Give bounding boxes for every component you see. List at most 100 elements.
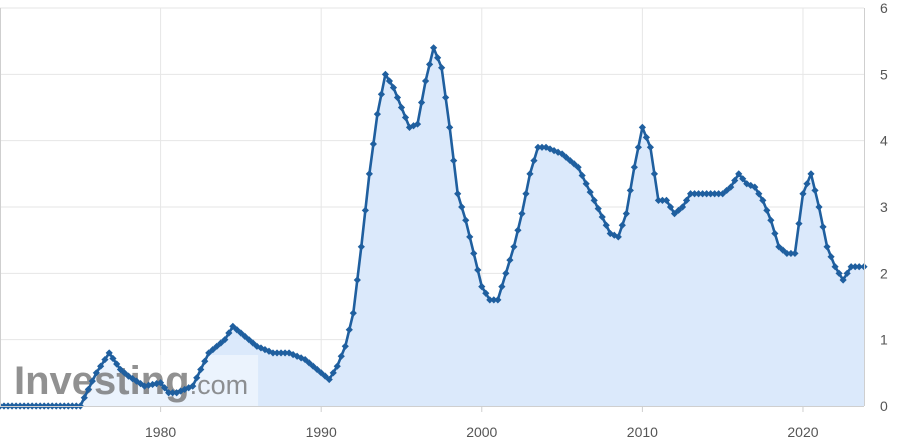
data-point-marker — [124, 372, 133, 380]
data-point-marker — [273, 349, 281, 357]
data-point-marker — [337, 352, 345, 360]
data-point-marker — [213, 342, 221, 350]
data-point-marker — [373, 110, 381, 118]
data-point-marker — [209, 346, 217, 354]
data-point-marker — [409, 122, 418, 130]
data-point-marker — [735, 170, 743, 178]
data-point-marker — [189, 382, 197, 390]
data-point-marker — [165, 389, 173, 397]
data-point-marker — [755, 190, 763, 198]
series-area-fill — [0, 47, 864, 407]
data-point-marker — [626, 186, 634, 195]
data-point-marker — [80, 394, 88, 402]
data-point-marker — [703, 190, 711, 198]
data-point-marker — [486, 296, 494, 304]
data-point-marker — [241, 332, 249, 340]
data-point-marker — [277, 349, 285, 357]
data-point-marker — [113, 360, 121, 368]
data-point-marker — [156, 379, 165, 387]
data-point-marker — [586, 188, 594, 196]
data-point-marker — [522, 190, 530, 198]
data-point-marker — [606, 229, 614, 238]
data-point-marker — [120, 369, 129, 377]
data-point-marker — [349, 309, 357, 317]
x-tick-label: 2020 — [787, 424, 818, 440]
data-point-marker — [413, 120, 422, 128]
data-point-marker — [670, 210, 679, 218]
data-point-marker — [518, 210, 526, 218]
data-point-marker — [855, 263, 863, 271]
data-point-marker — [835, 269, 843, 277]
data-point-marker — [490, 296, 498, 304]
data-point-marker — [727, 183, 735, 191]
data-point-marker — [84, 385, 92, 394]
data-point-marker — [401, 113, 410, 122]
data-point-marker — [458, 203, 466, 211]
data-point-marker — [148, 380, 157, 389]
data-point-marker — [377, 90, 386, 98]
data-point-marker — [88, 377, 96, 385]
data-point-marker — [97, 362, 105, 370]
data-point-marker — [217, 339, 225, 347]
data-point-marker — [666, 203, 675, 211]
data-point-marker — [678, 203, 687, 211]
data-point-marker — [630, 163, 638, 171]
data-point-marker — [434, 54, 442, 62]
data-point-marker — [634, 143, 642, 151]
data-point-marker — [650, 170, 659, 178]
axes — [0, 8, 865, 412]
data-point-marker — [221, 336, 229, 344]
data-point-marker — [237, 329, 245, 337]
x-tick-label: 2010 — [627, 424, 658, 440]
data-point-marker — [694, 190, 703, 198]
data-point-marker — [510, 243, 518, 251]
data-point-marker — [847, 263, 855, 271]
data-point-marker — [530, 156, 538, 165]
data-point-marker — [385, 77, 394, 85]
data-point-marker — [747, 181, 755, 190]
data-point-marker — [771, 229, 779, 238]
data-point-marker — [305, 359, 313, 367]
data-point-marker — [389, 84, 398, 92]
data-point-marker — [791, 249, 799, 258]
data-point-marker — [325, 375, 333, 384]
data-point-marker — [723, 186, 731, 195]
data-point-marker — [425, 60, 434, 68]
data-point-marker — [333, 362, 341, 370]
data-point-marker — [177, 387, 185, 395]
data-point-marker — [578, 171, 586, 180]
data-point-marker — [109, 354, 117, 363]
data-point-marker — [140, 382, 149, 390]
y-tick-label: 4 — [880, 133, 888, 149]
data-point-marker — [301, 355, 309, 364]
data-point-marker — [686, 190, 695, 198]
x-axis-tick-labels: 1980 1990 2000 2010 2020 — [145, 424, 819, 440]
data-point-marker — [819, 223, 827, 231]
data-point-marker — [831, 263, 839, 271]
data-point-marker — [498, 283, 506, 291]
data-point-marker — [169, 389, 177, 397]
data-point-marker — [144, 381, 153, 389]
data-point-marker — [682, 196, 691, 204]
data-point-marker — [638, 123, 646, 131]
data-point-marker — [502, 269, 510, 277]
data-point-marker — [767, 216, 775, 224]
data-point-marker — [775, 243, 783, 251]
data-point-marker — [92, 369, 100, 377]
data-point-marker — [707, 190, 715, 198]
data-point-marker — [787, 249, 795, 258]
data-point-marker — [574, 163, 582, 171]
y-tick-label: 2 — [880, 265, 888, 281]
area-fill-layer — [0, 47, 864, 407]
data-point-marker — [827, 253, 835, 261]
y-tick-label: 5 — [880, 66, 888, 82]
data-point-marker — [646, 143, 655, 151]
data-point-marker — [353, 276, 361, 284]
data-point-marker — [506, 256, 514, 264]
data-point-marker — [136, 380, 145, 388]
data-point-marker — [538, 143, 546, 151]
x-tick-label: 2000 — [466, 424, 497, 440]
data-point-marker — [197, 365, 205, 374]
data-point-marker — [365, 170, 373, 178]
data-point-marker — [526, 170, 534, 178]
